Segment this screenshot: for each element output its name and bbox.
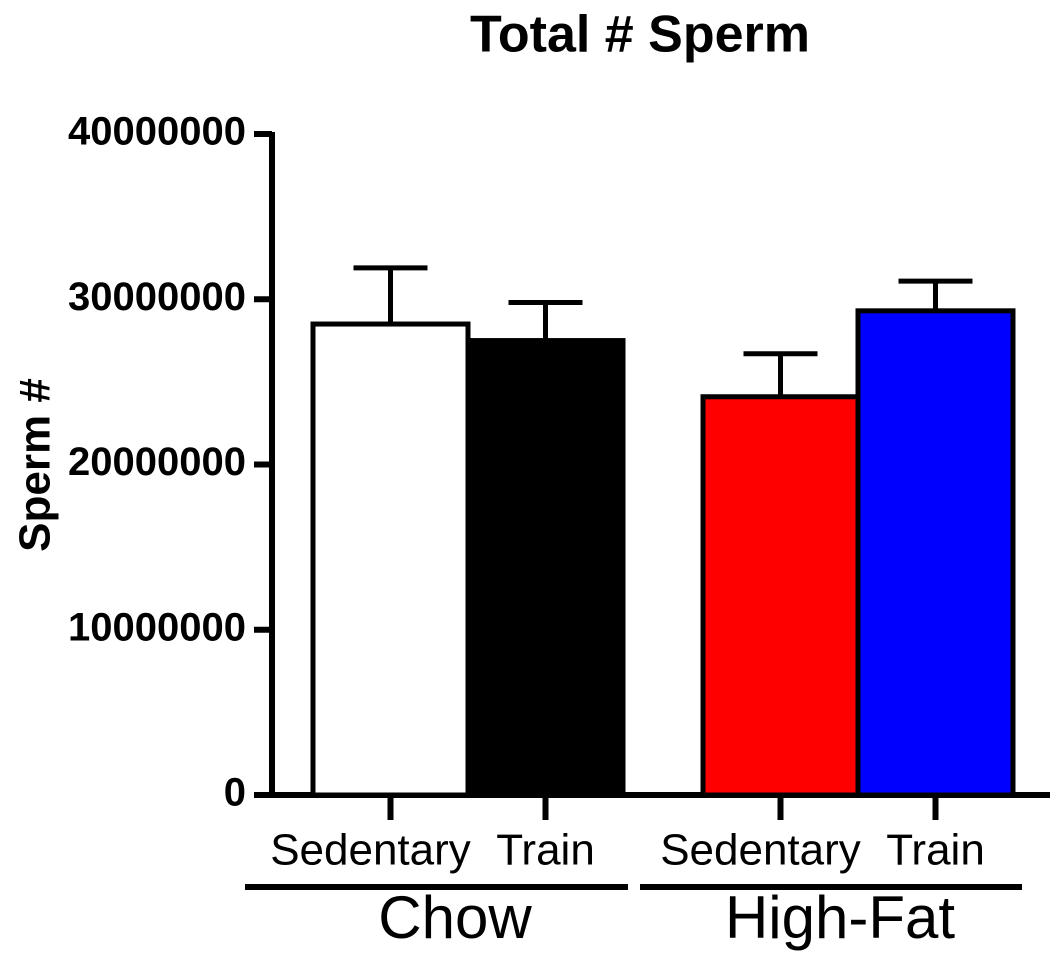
bar bbox=[310, 321, 471, 798]
bar bbox=[700, 394, 861, 798]
x-tick-label: Train bbox=[496, 826, 595, 875]
x-tick-label: Train bbox=[886, 826, 985, 875]
group-label: High-Fat bbox=[725, 884, 955, 951]
y-tick-label: 30000000 bbox=[68, 275, 246, 319]
y-axis-label: Sperm # bbox=[11, 378, 60, 552]
chart-title: Total # Sperm bbox=[470, 6, 810, 64]
group-label: Chow bbox=[378, 884, 532, 951]
y-tick-label: 10000000 bbox=[68, 605, 246, 649]
y-tick-label: 0 bbox=[224, 771, 246, 815]
x-tick-label: Sedentary bbox=[270, 826, 471, 875]
x-tick-label: Sedentary bbox=[660, 826, 861, 875]
y-tick-label: 20000000 bbox=[68, 440, 246, 484]
bar bbox=[855, 308, 1016, 798]
y-tick-label: 40000000 bbox=[68, 110, 246, 154]
bar bbox=[465, 338, 626, 798]
